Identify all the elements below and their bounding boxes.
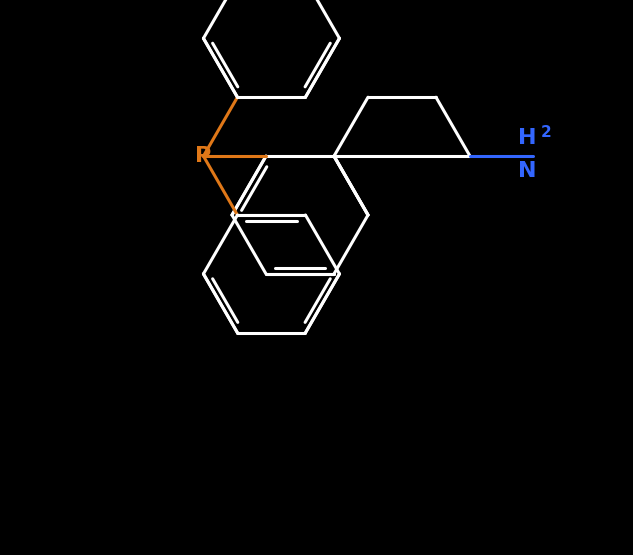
Text: P: P [196,146,211,166]
Text: H: H [518,128,537,148]
Text: N: N [518,161,537,181]
Text: 2: 2 [541,125,552,140]
